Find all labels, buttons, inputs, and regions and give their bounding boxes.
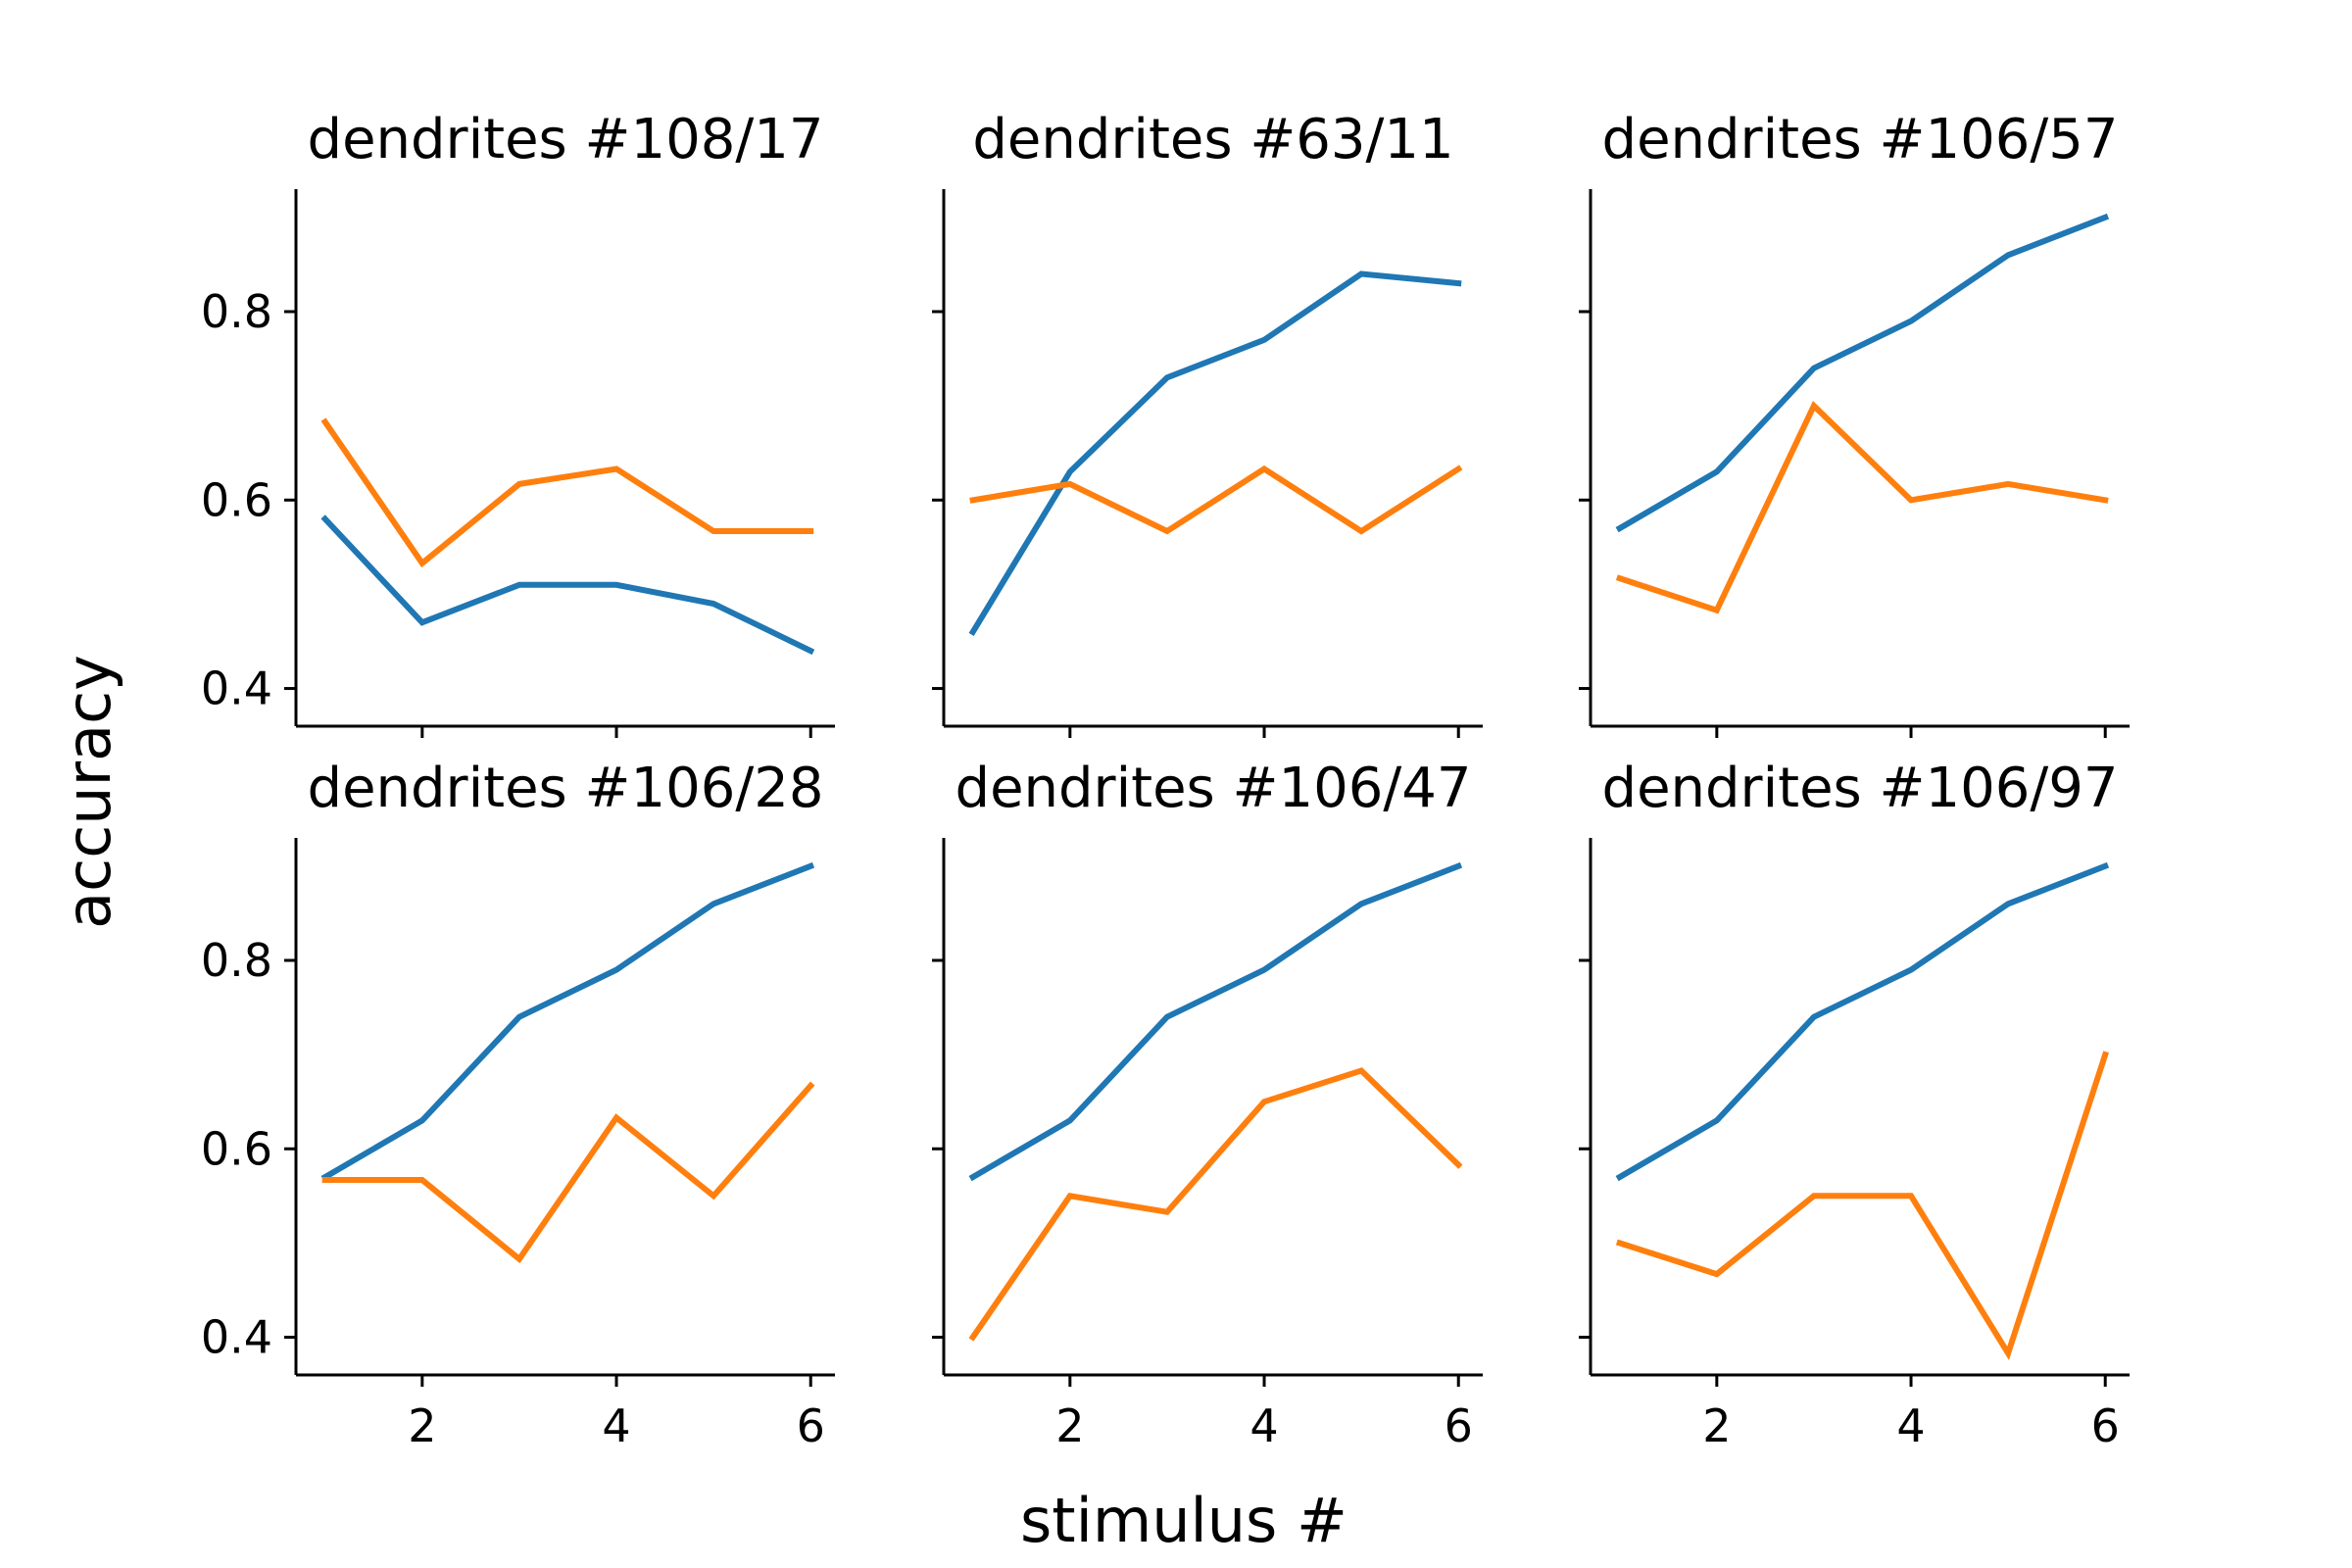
blue-series-line (320, 861, 815, 1182)
subplot-title: dendrites #106/47 (956, 757, 1472, 820)
blue-series-line (968, 861, 1463, 1182)
orange-series-line (1615, 1051, 2109, 1360)
y-tick-label: 0.6 (201, 473, 272, 526)
y-tick-label: 0.8 (201, 934, 272, 987)
x-tick-label: 4 (602, 1399, 630, 1452)
subplot-title: dendrites #106/97 (1602, 757, 2119, 820)
y-tick-label: 0.6 (201, 1122, 272, 1175)
blue-series-line (1615, 213, 2110, 533)
orange-series-line (969, 465, 1463, 535)
x-tick-label: 2 (1055, 1399, 1084, 1452)
y-axis-label: accuracy (53, 655, 124, 929)
x-tick-label: 2 (1702, 1399, 1731, 1452)
x-tick-label: 6 (1445, 1399, 1473, 1452)
subplot-5: dendrites #106/47 2 4 6 (932, 757, 1483, 1452)
subplot-title: dendrites #108/17 (308, 108, 824, 172)
x-tick-label: 4 (1250, 1399, 1278, 1452)
blue-series-line (320, 514, 815, 656)
subplot-title: dendrites #106/28 (308, 757, 824, 820)
orange-series-line (320, 417, 814, 568)
x-tick-label: 4 (1896, 1399, 1925, 1452)
subplot-3: dendrites #106/57 (1579, 108, 2130, 738)
subplot-grid: dendrites #108/17 0.4 0.6 0.8 dendrites #63/… (201, 108, 2130, 1452)
x-tick-label: 2 (408, 1399, 436, 1452)
orange-series-line (968, 1067, 1463, 1342)
blue-series-line (1615, 861, 2110, 1182)
subplot-4: dendrites #106/28 0.4 0.6 0.8 2 4 6 (201, 757, 835, 1452)
subplot-2: dendrites #63/11 (932, 108, 1483, 738)
x-tick-label: 6 (2091, 1399, 2120, 1452)
y-tick-label: 0.4 (201, 662, 272, 715)
subplot-1: dendrites #108/17 0.4 0.6 0.8 (201, 108, 835, 738)
orange-series-line (321, 1081, 815, 1264)
blue-series-line (968, 270, 1462, 637)
x-tick-label: 6 (797, 1399, 825, 1452)
y-tick-label: 0.4 (201, 1311, 272, 1364)
subplot-title: dendrites #106/57 (1602, 108, 2119, 172)
subplot-6: dendrites #106/97 2 4 6 (1579, 757, 2130, 1452)
orange-series-line (1615, 401, 2109, 614)
y-tick-label: 0.8 (201, 285, 272, 338)
x-axis-label: stimulus # (1020, 1485, 1348, 1556)
subplot-title: dendrites #63/11 (972, 108, 1453, 172)
